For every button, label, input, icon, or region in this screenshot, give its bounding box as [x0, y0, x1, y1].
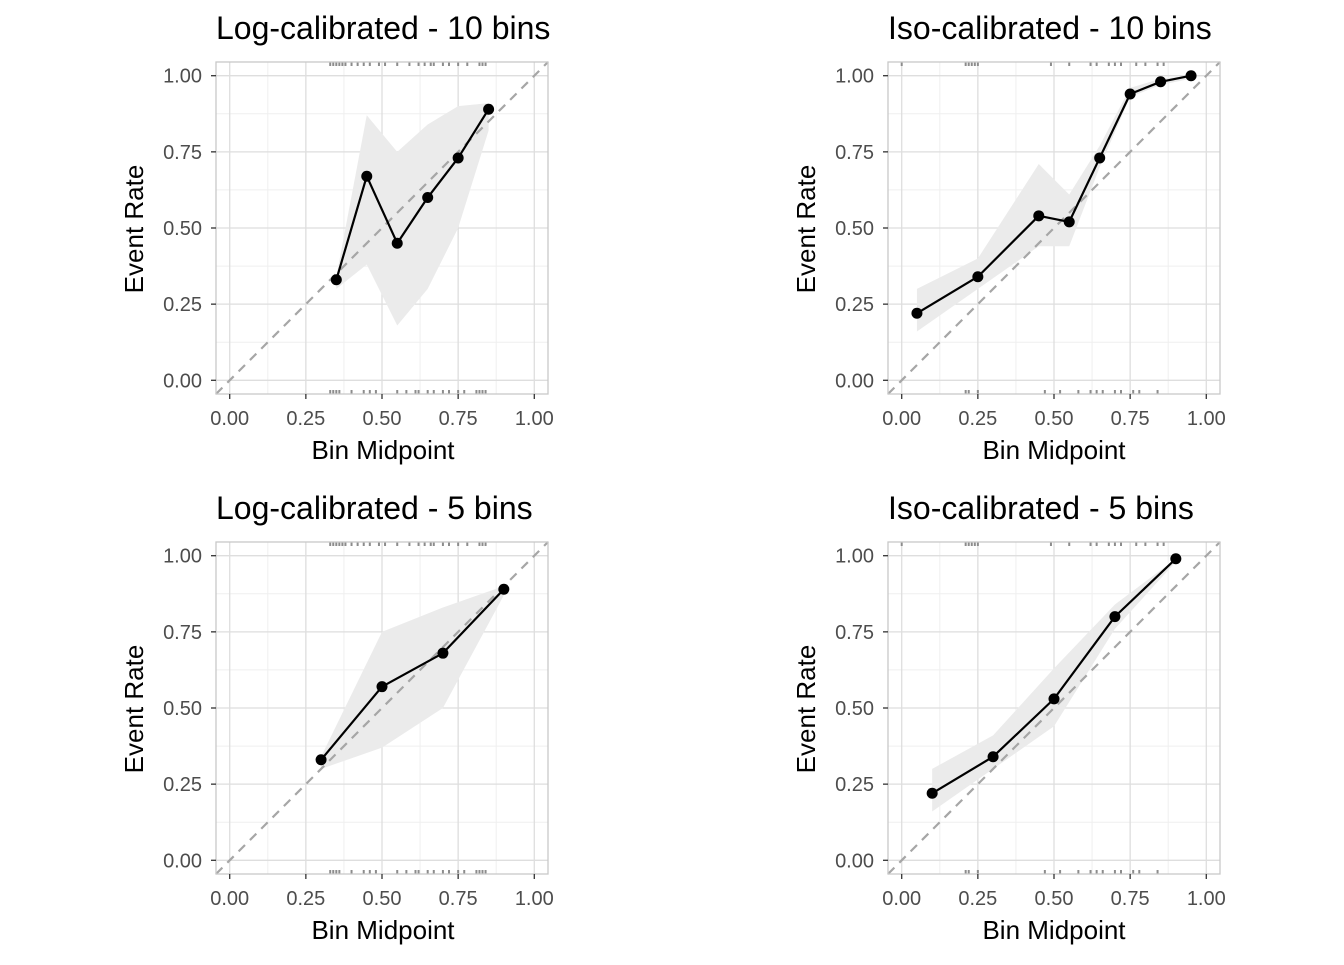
y-tick-label: 0.50: [163, 218, 202, 240]
data-point: [911, 307, 923, 319]
x-axis-label: Bin Midpoint: [311, 435, 455, 465]
data-point: [1124, 88, 1136, 100]
data-point: [498, 583, 510, 595]
x-tick-label: 0.50: [363, 888, 402, 910]
panel-log-10: Log-calibrated - 10 bins Bin Midpoint Ev…: [119, 10, 554, 465]
data-point: [437, 647, 449, 659]
data-point: [987, 751, 999, 763]
y-tick-label: 0.00: [163, 370, 202, 392]
y-axis-label: Event Rate: [119, 645, 149, 774]
data-point: [1155, 76, 1167, 88]
reference-diagonal-line: [887, 541, 1221, 875]
x-tick-label: 0.50: [363, 408, 402, 430]
x-tick-label: 1.00: [515, 408, 554, 430]
y-tick-label: 0.25: [835, 774, 874, 796]
x-axis-label: Bin Midpoint: [982, 915, 1126, 945]
y-tick-label: 0.50: [835, 698, 874, 720]
data-point: [972, 271, 984, 283]
y-tick-label: 1.00: [835, 546, 874, 568]
chart-title: Iso-calibrated - 10 bins: [888, 10, 1212, 46]
x-tick-label: 0.75: [439, 888, 478, 910]
y-tick-label: 0.25: [163, 774, 202, 796]
data-point: [422, 192, 434, 204]
y-tick-label: 0.75: [163, 142, 202, 164]
series-line: [335, 108, 490, 281]
x-tick-label: 0.25: [958, 888, 997, 910]
y-tick-label: 1.00: [163, 546, 202, 568]
y-tick-label: 0.00: [163, 850, 202, 872]
data-point: [1185, 70, 1197, 82]
x-tick-label: 0.00: [882, 888, 921, 910]
confidence-ribbon: [336, 103, 489, 326]
y-axis-label: Event Rate: [119, 165, 149, 294]
x-tick-label: 0.75: [1111, 888, 1150, 910]
y-tick-label: 0.75: [163, 622, 202, 644]
panel-iso-10: Iso-calibrated - 10 bins Bin Midpoint Ev…: [791, 10, 1226, 465]
x-tick-label: 0.00: [882, 408, 921, 430]
data-point: [1109, 611, 1121, 623]
data-point: [1033, 210, 1045, 222]
data-point: [315, 754, 327, 766]
reference-diagonal-line: [215, 541, 549, 875]
series-line: [320, 588, 505, 761]
x-tick-label: 0.75: [439, 408, 478, 430]
x-tick-label: 0.25: [958, 408, 997, 430]
x-axis-label: Bin Midpoint: [311, 915, 455, 945]
x-tick-label: 0.75: [1111, 408, 1150, 430]
data-point: [391, 237, 403, 249]
y-tick-label: 1.00: [835, 66, 874, 88]
x-tick-label: 1.00: [1187, 408, 1226, 430]
y-tick-label: 0.50: [835, 218, 874, 240]
y-tick-label: 0.50: [163, 698, 202, 720]
reference-diagonal-line: [215, 61, 549, 395]
y-tick-label: 1.00: [163, 66, 202, 88]
x-tick-label: 0.00: [210, 408, 249, 430]
data-point: [1170, 553, 1182, 565]
data-point: [1048, 693, 1060, 705]
data-point: [1094, 152, 1106, 164]
y-tick-label: 0.00: [835, 370, 874, 392]
data-point: [330, 274, 342, 286]
x-tick-label: 1.00: [515, 888, 554, 910]
panel-log-5: Log-calibrated - 5 bins Bin Midpoint Eve…: [119, 490, 554, 945]
chart-title: Log-calibrated - 10 bins: [216, 10, 550, 46]
chart-title: Iso-calibrated - 5 bins: [888, 490, 1194, 526]
data-point: [361, 170, 373, 182]
y-axis-label: Event Rate: [791, 645, 821, 774]
x-tick-label: 0.50: [1035, 408, 1074, 430]
y-tick-label: 0.25: [835, 294, 874, 316]
x-tick-label: 0.25: [286, 888, 325, 910]
reference-diagonal-line: [887, 61, 1221, 395]
data-point: [926, 787, 938, 799]
data-point: [1063, 216, 1075, 228]
x-tick-label: 1.00: [1187, 888, 1226, 910]
data-point: [376, 681, 388, 693]
x-axis-label: Bin Midpoint: [982, 435, 1126, 465]
data-point: [452, 152, 464, 164]
y-tick-label: 0.75: [835, 622, 874, 644]
y-tick-label: 0.00: [835, 850, 874, 872]
x-tick-label: 0.25: [286, 408, 325, 430]
x-tick-label: 0.50: [1035, 888, 1074, 910]
x-tick-label: 0.00: [210, 888, 249, 910]
y-axis-label: Event Rate: [791, 165, 821, 294]
panel-iso-5: Iso-calibrated - 5 bins Bin Midpoint Eve…: [791, 490, 1226, 945]
y-tick-label: 0.25: [163, 294, 202, 316]
chart-title: Log-calibrated - 5 bins: [216, 490, 533, 526]
y-tick-label: 0.75: [835, 142, 874, 164]
data-point: [483, 103, 495, 115]
